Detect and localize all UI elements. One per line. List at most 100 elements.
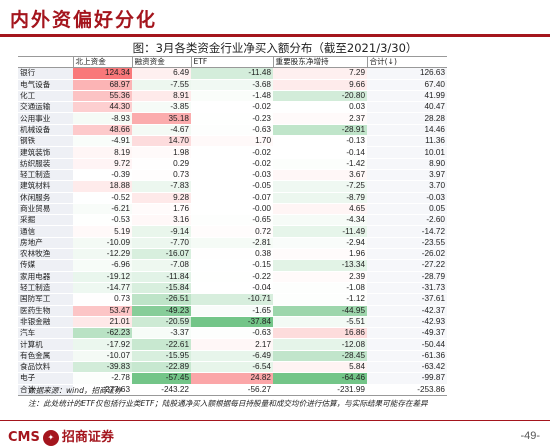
table-row: 电气设备 68.97 -7.55 -3.68 9.66 67.40 (18, 79, 447, 91)
value-cell: 126.63 (367, 67, 447, 80)
value-cell: 9.66 (273, 79, 367, 91)
table-row: 纺织服装 9.72 0.29 -0.02 -1.42 8.90 (18, 158, 447, 170)
table-total-row: 合计 277.63 -243.22 -56.27 -231.99 -253.86 (18, 383, 447, 396)
page-number: -49- (520, 430, 540, 442)
value-cell: 1.70 (191, 135, 273, 148)
table-row: 房地产 -10.09 -7.70 -2.81 -2.94 -23.55 (18, 237, 447, 250)
value-cell: -5.51 (273, 316, 367, 329)
industry-name: 家用电器 (18, 271, 73, 283)
table-row: 银行 124.34 6.49 -11.48 7.29 126.63 (18, 67, 447, 80)
value-cell: -57.45 (132, 372, 191, 385)
value-cell: 41.99 (367, 90, 447, 103)
value-cell: -22.61 (132, 338, 191, 351)
value-cell: 68.97 (73, 79, 132, 91)
value-cell: 3.70 (367, 180, 447, 193)
table-row: 钢铁 -4.91 14.70 1.70 -0.13 11.36 (18, 135, 447, 148)
column-header: 重要股东净增持 (272, 55, 367, 69)
value-cell: 2.17 (191, 338, 273, 351)
value-cell: 48.66 (73, 124, 132, 137)
value-cell: 53.47 (73, 305, 132, 317)
value-cell: -56.27 (191, 383, 273, 396)
industry-name: 非银金融 (18, 316, 73, 329)
industry-name: 交通运输 (18, 101, 73, 114)
value-cell: 11.36 (367, 135, 447, 148)
value-cell: -7.08 (132, 259, 191, 272)
value-cell: -49.23 (132, 305, 191, 317)
value-cell: -99.87 (367, 372, 447, 385)
value-cell: -0.05 (191, 180, 273, 193)
value-cell: -2.60 (367, 214, 447, 227)
value-cell: -28.91 (273, 124, 367, 137)
value-cell: -4.67 (132, 124, 191, 137)
table-row: 机械设备 48.66 -4.67 -0.63 -28.91 14.46 (18, 124, 447, 137)
value-cell: -0.15 (191, 259, 273, 272)
value-cell: -37.61 (367, 293, 447, 306)
industry-name: 通信 (18, 225, 73, 238)
industry-name: 传媒 (18, 259, 73, 272)
value-cell: -42.93 (367, 316, 447, 329)
remark-note: 注：此处统计的ETF仅包括行业类ETF；陆股通净买入额根据每日持股量和成交均价进… (28, 399, 428, 408)
column-header: ETF (190, 55, 273, 69)
value-cell: 10.01 (367, 146, 447, 159)
value-cell: -0.22 (191, 271, 273, 283)
value-cell: -0.03 (191, 169, 273, 182)
value-cell: -253.86 (367, 383, 447, 396)
industry-name: 机械设备 (18, 124, 73, 137)
table-row: 家用电器 -19.12 -11.84 -0.22 2.39 -28.79 (18, 271, 447, 283)
value-cell: -0.65 (191, 214, 273, 227)
table-row: 轻工制造 -14.77 -15.84 -0.04 -1.08 -31.73 (18, 282, 447, 295)
table-row: 商业贸易 -6.21 1.76 -0.00 4.65 0.05 (18, 203, 447, 216)
industry-name: 钢铁 (18, 135, 73, 148)
value-cell: -0.63 (191, 327, 273, 340)
value-cell: -6.54 (191, 361, 273, 374)
value-cell: -2.94 (273, 237, 367, 250)
value-cell: 14.70 (132, 135, 191, 148)
industry-name: 采掘 (18, 214, 73, 227)
value-cell: -4.91 (73, 135, 132, 148)
value-cell: -4.34 (273, 214, 367, 227)
value-cell: -0.23 (191, 112, 273, 125)
value-cell: -0.13 (273, 135, 367, 148)
value-cell: 2.39 (273, 271, 367, 283)
value-cell: -11.84 (132, 271, 191, 283)
value-cell: -26.02 (367, 248, 447, 261)
value-cell: -17.92 (73, 338, 132, 351)
table-row: 通信 5.19 -9.14 0.72 -11.49 -14.72 (18, 225, 447, 238)
value-cell: -15.84 (132, 282, 191, 295)
table-row: 汽车 -62.23 -3.37 -0.63 16.86 -49.37 (18, 327, 447, 340)
value-cell: 1.96 (273, 248, 367, 261)
value-cell: -22.89 (132, 361, 191, 374)
value-cell: 3.16 (132, 214, 191, 227)
page-header: 内外资偏好分化 (0, 0, 550, 38)
value-cell: -3.37 (132, 327, 191, 340)
value-cell: -19.12 (73, 271, 132, 283)
industry-name: 轻工制造 (18, 282, 73, 295)
value-cell: -231.99 (273, 383, 367, 396)
value-cell: -11.48 (191, 67, 273, 80)
fund-flow-table: 北上资金 融资资金 ETF 重要股东净增持 合计(↓) 银行 124.34 6.49 -11.… (18, 55, 447, 396)
value-cell: -0.02 (191, 101, 273, 114)
page-title: 内外资偏好分化 (10, 9, 158, 31)
value-cell: -0.02 (191, 146, 273, 159)
value-cell: 9.72 (73, 158, 132, 170)
value-cell: -0.02 (191, 158, 273, 170)
value-cell: -13.34 (273, 259, 367, 272)
value-cell: 5.84 (273, 361, 367, 374)
table-row: 公用事业 -8.93 35.18 -0.23 2.37 28.28 (18, 112, 447, 125)
table-row: 有色金属 -10.07 -15.95 -6.49 -28.45 -61.36 (18, 350, 447, 363)
value-cell: -0.00 (191, 203, 273, 216)
value-cell: -20.59 (132, 316, 191, 329)
industry-name: 医药生物 (18, 305, 73, 317)
value-cell: 0.73 (73, 293, 132, 306)
industry-name: 食品饮料 (18, 361, 73, 374)
value-cell: -62.23 (73, 327, 132, 340)
column-header: 北上资金 (72, 55, 132, 69)
value-cell: -23.55 (367, 237, 447, 250)
value-cell: -44.95 (273, 305, 367, 317)
value-cell: 28.28 (367, 112, 447, 125)
value-cell: 35.18 (132, 112, 191, 125)
value-cell: -243.22 (132, 383, 191, 396)
value-cell: 277.63 (73, 383, 132, 396)
value-cell: -1.12 (273, 293, 367, 306)
industry-name: 商业贸易 (18, 203, 73, 216)
